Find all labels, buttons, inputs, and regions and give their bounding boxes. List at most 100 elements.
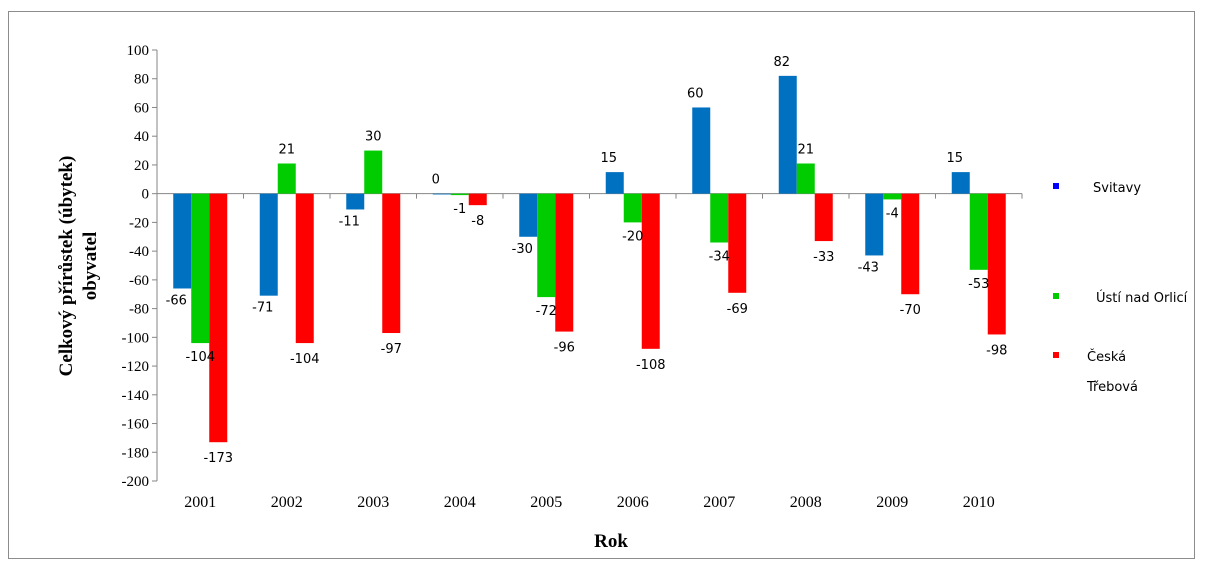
bar--esk-t-ebov-: [209, 193, 228, 443]
data-label: 60: [687, 86, 704, 101]
x-tick-label: 2010: [963, 494, 995, 511]
y-tick-label: -120: [122, 359, 150, 375]
data-label: -11: [339, 214, 360, 229]
y-axis-title-line: obyvatel: [80, 232, 101, 301]
bar--esk-t-ebov-: [901, 193, 920, 295]
data-label: -97: [381, 342, 402, 357]
x-tick-label: 2001: [184, 494, 216, 511]
bar--esk-t-ebov-: [728, 193, 747, 293]
data-label: 82: [773, 55, 790, 70]
y-tick-label: -160: [122, 417, 150, 433]
y-tick-label: 0: [142, 187, 150, 203]
data-label: -8: [471, 214, 484, 229]
legend-label: Česká: [1087, 349, 1126, 365]
bar-svitavy: [519, 193, 538, 237]
bar--st-nad-orlic-: [277, 163, 296, 194]
bar-svitavy: [865, 193, 884, 256]
data-label: -69: [727, 302, 748, 317]
y-tick-label: -200: [122, 474, 150, 490]
data-label: -104: [185, 350, 215, 365]
legend: Svitavy Ústí nad Orlicí Česká Třebová: [1053, 181, 1188, 395]
bar--esk-t-ebov-: [382, 193, 401, 334]
y-tick-label: -140: [122, 388, 150, 404]
bar--st-nad-orlic-: [623, 193, 642, 223]
legend-label: Svitavy: [1093, 181, 1141, 196]
bars: [173, 75, 1006, 443]
data-label: -104: [290, 352, 320, 367]
bar--esk-t-ebov-: [295, 193, 314, 344]
y-axis-title: Celkový přírůstek (úbytek) obyvatel: [56, 156, 101, 377]
y-tick-label: -20: [129, 215, 149, 231]
y-tick-label: 20: [134, 158, 149, 174]
x-tick-label: 2004: [444, 494, 476, 511]
data-label: -98: [986, 343, 1007, 358]
legend-swatch: [1053, 183, 1059, 189]
bar--st-nad-orlic-: [969, 193, 988, 270]
bar--esk-t-ebov-: [468, 193, 487, 206]
y-tick-label: -80: [129, 302, 149, 318]
y-tick-label: -60: [129, 273, 149, 289]
bar--esk-t-ebov-: [987, 193, 1006, 335]
x-tick-label: 2007: [703, 494, 735, 511]
bar--st-nad-orlic-: [364, 150, 383, 194]
bar-svitavy: [173, 193, 192, 289]
data-label: -30: [512, 242, 533, 257]
data-label: 15: [946, 151, 963, 166]
legend-swatch: [1053, 352, 1059, 358]
data-label: 21: [797, 142, 814, 157]
x-axis-title: Rok: [594, 531, 628, 552]
x-tick-label: 2008: [790, 494, 822, 511]
bar--esk-t-ebov-: [814, 193, 833, 242]
legend-swatch: [1053, 293, 1059, 299]
data-label: -70: [900, 303, 921, 318]
y-tick-label: 40: [134, 129, 149, 145]
bar--st-nad-orlic-: [537, 193, 556, 298]
x-tick-label: 2009: [876, 494, 908, 511]
bar-svitavy: [605, 172, 624, 194]
bar--st-nad-orlic-: [191, 193, 210, 344]
bar-svitavy: [951, 172, 970, 194]
data-label: -72: [536, 304, 557, 319]
data-label: -173: [203, 451, 233, 466]
x-tick-label: 2002: [271, 494, 303, 511]
bar--st-nad-orlic-: [710, 193, 729, 243]
y-tick-label: -40: [129, 244, 149, 260]
data-label: -4: [886, 206, 899, 221]
bar-svitavy: [346, 193, 365, 210]
y-tick-label: 80: [134, 72, 149, 88]
y-axis-title-line: Celkový přírůstek (úbytek): [56, 156, 77, 377]
data-label: -43: [858, 260, 879, 275]
data-label: 30: [365, 130, 382, 145]
bar-svitavy: [259, 193, 278, 296]
y-tick-label: -100: [122, 330, 150, 346]
bar-svitavy: [778, 75, 797, 194]
y-tick-label: 100: [127, 43, 150, 59]
x-tick-label: 2006: [617, 494, 649, 511]
data-label: -34: [709, 250, 730, 265]
bar--esk-t-ebov-: [555, 193, 574, 332]
bar-svitavy: [692, 107, 711, 194]
legend-label: Třebová: [1086, 380, 1138, 395]
data-label: 15: [600, 151, 617, 166]
data-label: 21: [278, 142, 295, 157]
bar-svitavy: [432, 193, 451, 195]
data-label: -20: [622, 229, 643, 244]
data-label: -71: [252, 301, 273, 316]
data-labels: -66 -71 -11 0 -30 15 60 82 -43 15 -104 21 30 -1 -72 -20…: [166, 55, 1008, 466]
y-tick-label: 60: [134, 100, 149, 116]
bar--esk-t-ebov-: [641, 193, 660, 349]
y-tick-label: -180: [122, 445, 150, 461]
data-label: -1: [453, 202, 466, 217]
data-label: -108: [636, 358, 666, 373]
data-label: -96: [554, 341, 575, 356]
legend-label: Ústí nad Orlicí: [1096, 290, 1188, 306]
bar--st-nad-orlic-: [796, 163, 815, 194]
data-label: -53: [968, 277, 989, 292]
x-tick-label: 2003: [357, 494, 389, 511]
data-label: -33: [813, 250, 834, 265]
data-label: -66: [166, 293, 187, 308]
bar--st-nad-orlic-: [883, 193, 902, 200]
data-label: 0: [432, 173, 440, 188]
x-tick-label: 2005: [530, 494, 562, 511]
